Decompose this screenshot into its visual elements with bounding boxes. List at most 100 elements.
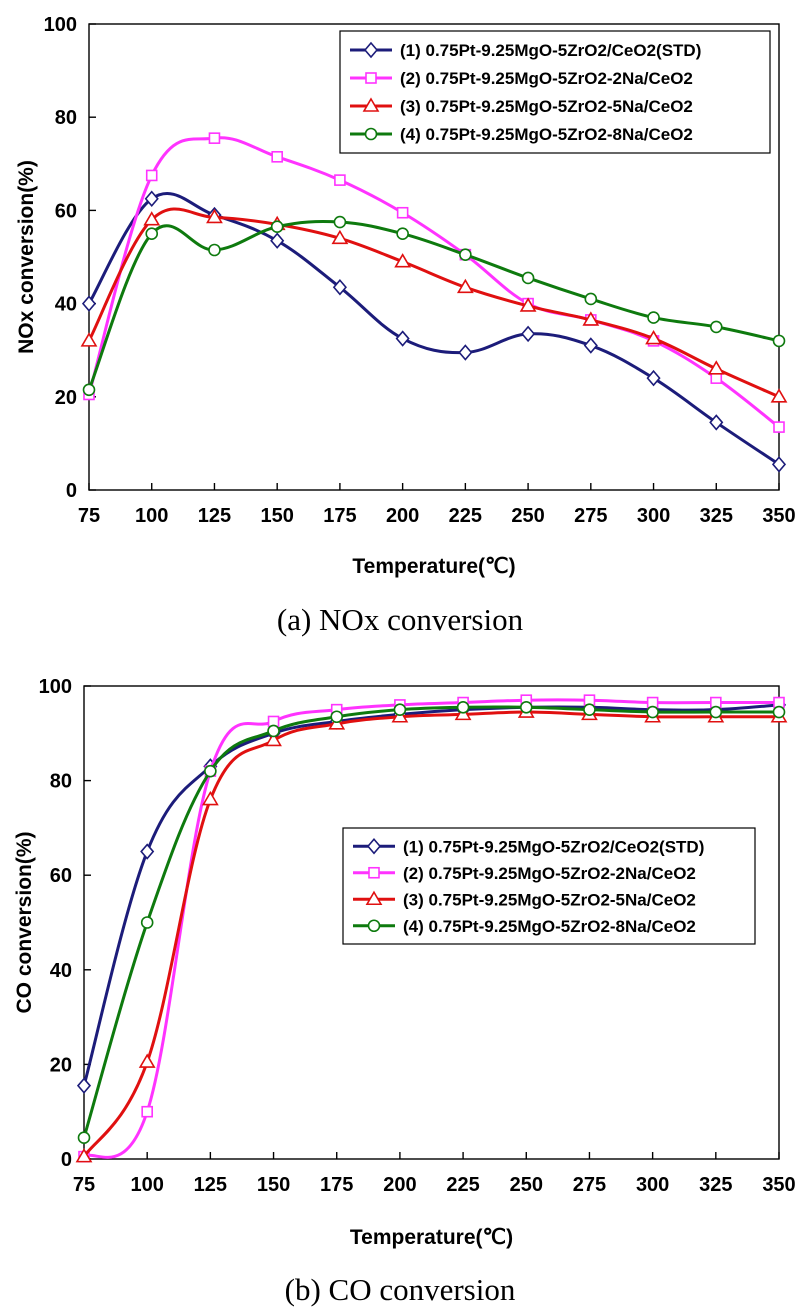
data-point (647, 311, 660, 324)
x-axis-title: Temperature(℃) (352, 555, 515, 578)
legend-label: (4) 0.75Pt-9.25MgO-5ZrO2-8Na/CeO2 (403, 917, 696, 936)
data-point (582, 311, 600, 326)
x-tick-label: 200 (383, 1174, 416, 1196)
series-4 (77, 700, 786, 1145)
legend-label: (1) 0.75Pt-9.25MgO-5ZrO2/CeO2(STD) (403, 837, 704, 856)
data-point (208, 243, 221, 257)
y-tick-label: 20 (55, 387, 77, 409)
x-tick-label: 350 (762, 505, 795, 527)
data-point (646, 369, 661, 387)
y-tick-label: 60 (55, 200, 77, 222)
data-point (770, 388, 788, 403)
legend-marker (365, 72, 377, 84)
legend: (1) 0.75Pt-9.25MgO-5ZrO2/CeO2(STD) (2) 0.… (339, 30, 771, 154)
data-point (265, 731, 282, 747)
series-line (87, 220, 780, 391)
legend-marker (364, 127, 378, 141)
plot-area (83, 685, 780, 1160)
data-point (332, 279, 347, 296)
legend-marker (363, 41, 379, 59)
x-tick-label: 100 (135, 505, 168, 527)
x-tick-label: 100 (130, 1174, 163, 1196)
series-2 (83, 132, 785, 433)
co-conversion-panel: 0 20 40 60 80 100 75 100 125 150 175 200 225 250 275 30… (0, 657, 800, 1314)
data-point (140, 843, 155, 860)
x-tick-label: 75 (73, 1174, 95, 1196)
x-tick-label: 75 (78, 505, 100, 527)
nox-conversion-panel: 0 20 40 60 80 100 75 100 125 150 175 200 225 250 275 30… (15, 14, 796, 637)
y-tick-label: 80 (50, 771, 72, 793)
figure-caption: (a) NOx conversion (277, 602, 524, 637)
y-tick-label: 20 (50, 1054, 72, 1076)
data-point (772, 334, 786, 348)
y-tick-label: 0 (61, 1149, 72, 1171)
data-point (270, 220, 284, 234)
data-point (521, 271, 535, 285)
x-tick-label: 125 (194, 1174, 227, 1196)
legend-label: (3) 0.75Pt-9.25MgO-5ZrO2-5Na/CeO2 (400, 97, 693, 116)
data-point (459, 248, 472, 261)
data-point (710, 372, 723, 384)
data-point (709, 320, 723, 334)
y-axis-title: NOx conversion(%) (15, 160, 38, 354)
series-1 (81, 190, 787, 473)
legend-label: (4) 0.75Pt-9.25MgO-5ZrO2-8Na/CeO2 (400, 125, 693, 144)
y-tick-label: 60 (50, 865, 72, 887)
data-point (519, 700, 533, 714)
data-point (584, 292, 598, 306)
legend-label: (2) 0.75Pt-9.25MgO-5ZrO2-2Na/CeO2 (400, 69, 693, 88)
co-conversion-chart: 0 20 40 60 80 100 75 100 125 150 175 200 225 250 275 30… (13, 676, 796, 1307)
x-tick-label: 175 (323, 505, 356, 527)
data-point (772, 705, 786, 719)
data-point (144, 190, 159, 207)
x-tick-label: 250 (510, 1174, 543, 1196)
data-point (583, 703, 596, 716)
data-point (206, 208, 223, 224)
x-tick-label: 275 (574, 505, 607, 527)
y-tick-label: 40 (55, 294, 77, 316)
y-tick-label: 80 (55, 107, 77, 129)
data-point (80, 332, 98, 347)
y-tick-label: 40 (50, 960, 72, 982)
data-point (76, 1077, 92, 1094)
data-point (395, 330, 410, 347)
data-point (773, 421, 785, 433)
legend-box (339, 30, 771, 154)
x-tick-label: 150 (260, 505, 293, 527)
figure-caption: (b) CO conversion (285, 1272, 516, 1307)
x-tick-label: 300 (637, 505, 670, 527)
legend-label: (3) 0.75Pt-9.25MgO-5ZrO2-5Na/CeO2 (403, 890, 696, 909)
data-point (75, 1148, 93, 1163)
data-point (646, 705, 659, 719)
legend-marker (367, 919, 381, 933)
data-point (458, 344, 473, 361)
x-tick-label: 125 (198, 505, 231, 527)
data-point (771, 456, 787, 473)
legend-label: (1) 0.75Pt-9.25MgO-5ZrO2/CeO2(STD) (400, 41, 701, 60)
legend-marker (362, 97, 380, 112)
y-axis-title: CO conversion(%) (13, 831, 36, 1013)
x-tick-label: 350 (762, 1174, 795, 1196)
data-point (645, 329, 662, 345)
data-point (333, 215, 347, 229)
data-point (456, 700, 470, 714)
series-line (87, 136, 780, 429)
series-4 (82, 215, 786, 397)
x-axis-title: Temperature(℃) (350, 1226, 513, 1249)
data-point (201, 790, 219, 806)
data-point (145, 227, 159, 240)
data-point (141, 1105, 153, 1118)
nox-conversion-chart: 0 20 40 60 80 100 75 100 125 150 175 200 225 250 275 30… (15, 14, 796, 637)
legend-box (342, 827, 756, 945)
data-point (140, 916, 154, 929)
data-point (77, 1131, 91, 1145)
data-point (331, 229, 349, 245)
x-tick-label: 175 (320, 1174, 353, 1196)
data-point (521, 325, 536, 343)
plot-area (88, 23, 780, 491)
y-tick-label: 0 (66, 480, 77, 502)
data-point (519, 297, 537, 312)
data-point (394, 253, 412, 268)
data-point (709, 705, 723, 719)
data-point (145, 169, 158, 182)
